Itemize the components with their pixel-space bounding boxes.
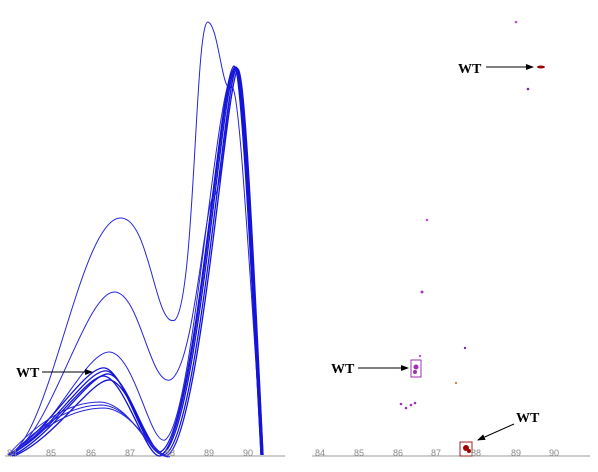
x-tick-label: 89: [511, 448, 521, 458]
x-tick-label: 85: [354, 448, 364, 458]
x-tick-label: 88: [165, 448, 175, 458]
x-tick-label: 89: [204, 448, 214, 458]
annotation: WT: [458, 62, 482, 77]
annotation: WT: [516, 411, 540, 426]
x-tick-label: 87: [431, 448, 441, 458]
points: [399, 20, 545, 457]
x-tick-labels: 84 85 86 87 88 89 90: [7, 448, 253, 458]
x-tick-label: 86: [393, 448, 403, 458]
x-tick-labels: 84 85 86 87 88 89 90: [315, 448, 559, 458]
curves: [7, 21, 264, 458]
x-tick-label: 87: [125, 448, 135, 458]
x-tick-label: 86: [86, 448, 96, 458]
annotation: WT: [331, 362, 355, 377]
x-tick-label: 90: [243, 448, 253, 458]
left-panel: 84 85 86 87 88 89 90 WT: [5, 21, 285, 458]
right-panel: 84 85 86 87 88 89 90 WT WT WT: [312, 20, 590, 458]
x-tick-label: 85: [46, 448, 56, 458]
annotation: WT: [16, 366, 40, 381]
arrow: [477, 423, 515, 441]
x-tick-label: 84: [315, 448, 325, 458]
x-tick-label: 88: [471, 448, 481, 458]
x-tick-label: 90: [549, 448, 559, 458]
x-tick-label: 84: [7, 448, 17, 458]
